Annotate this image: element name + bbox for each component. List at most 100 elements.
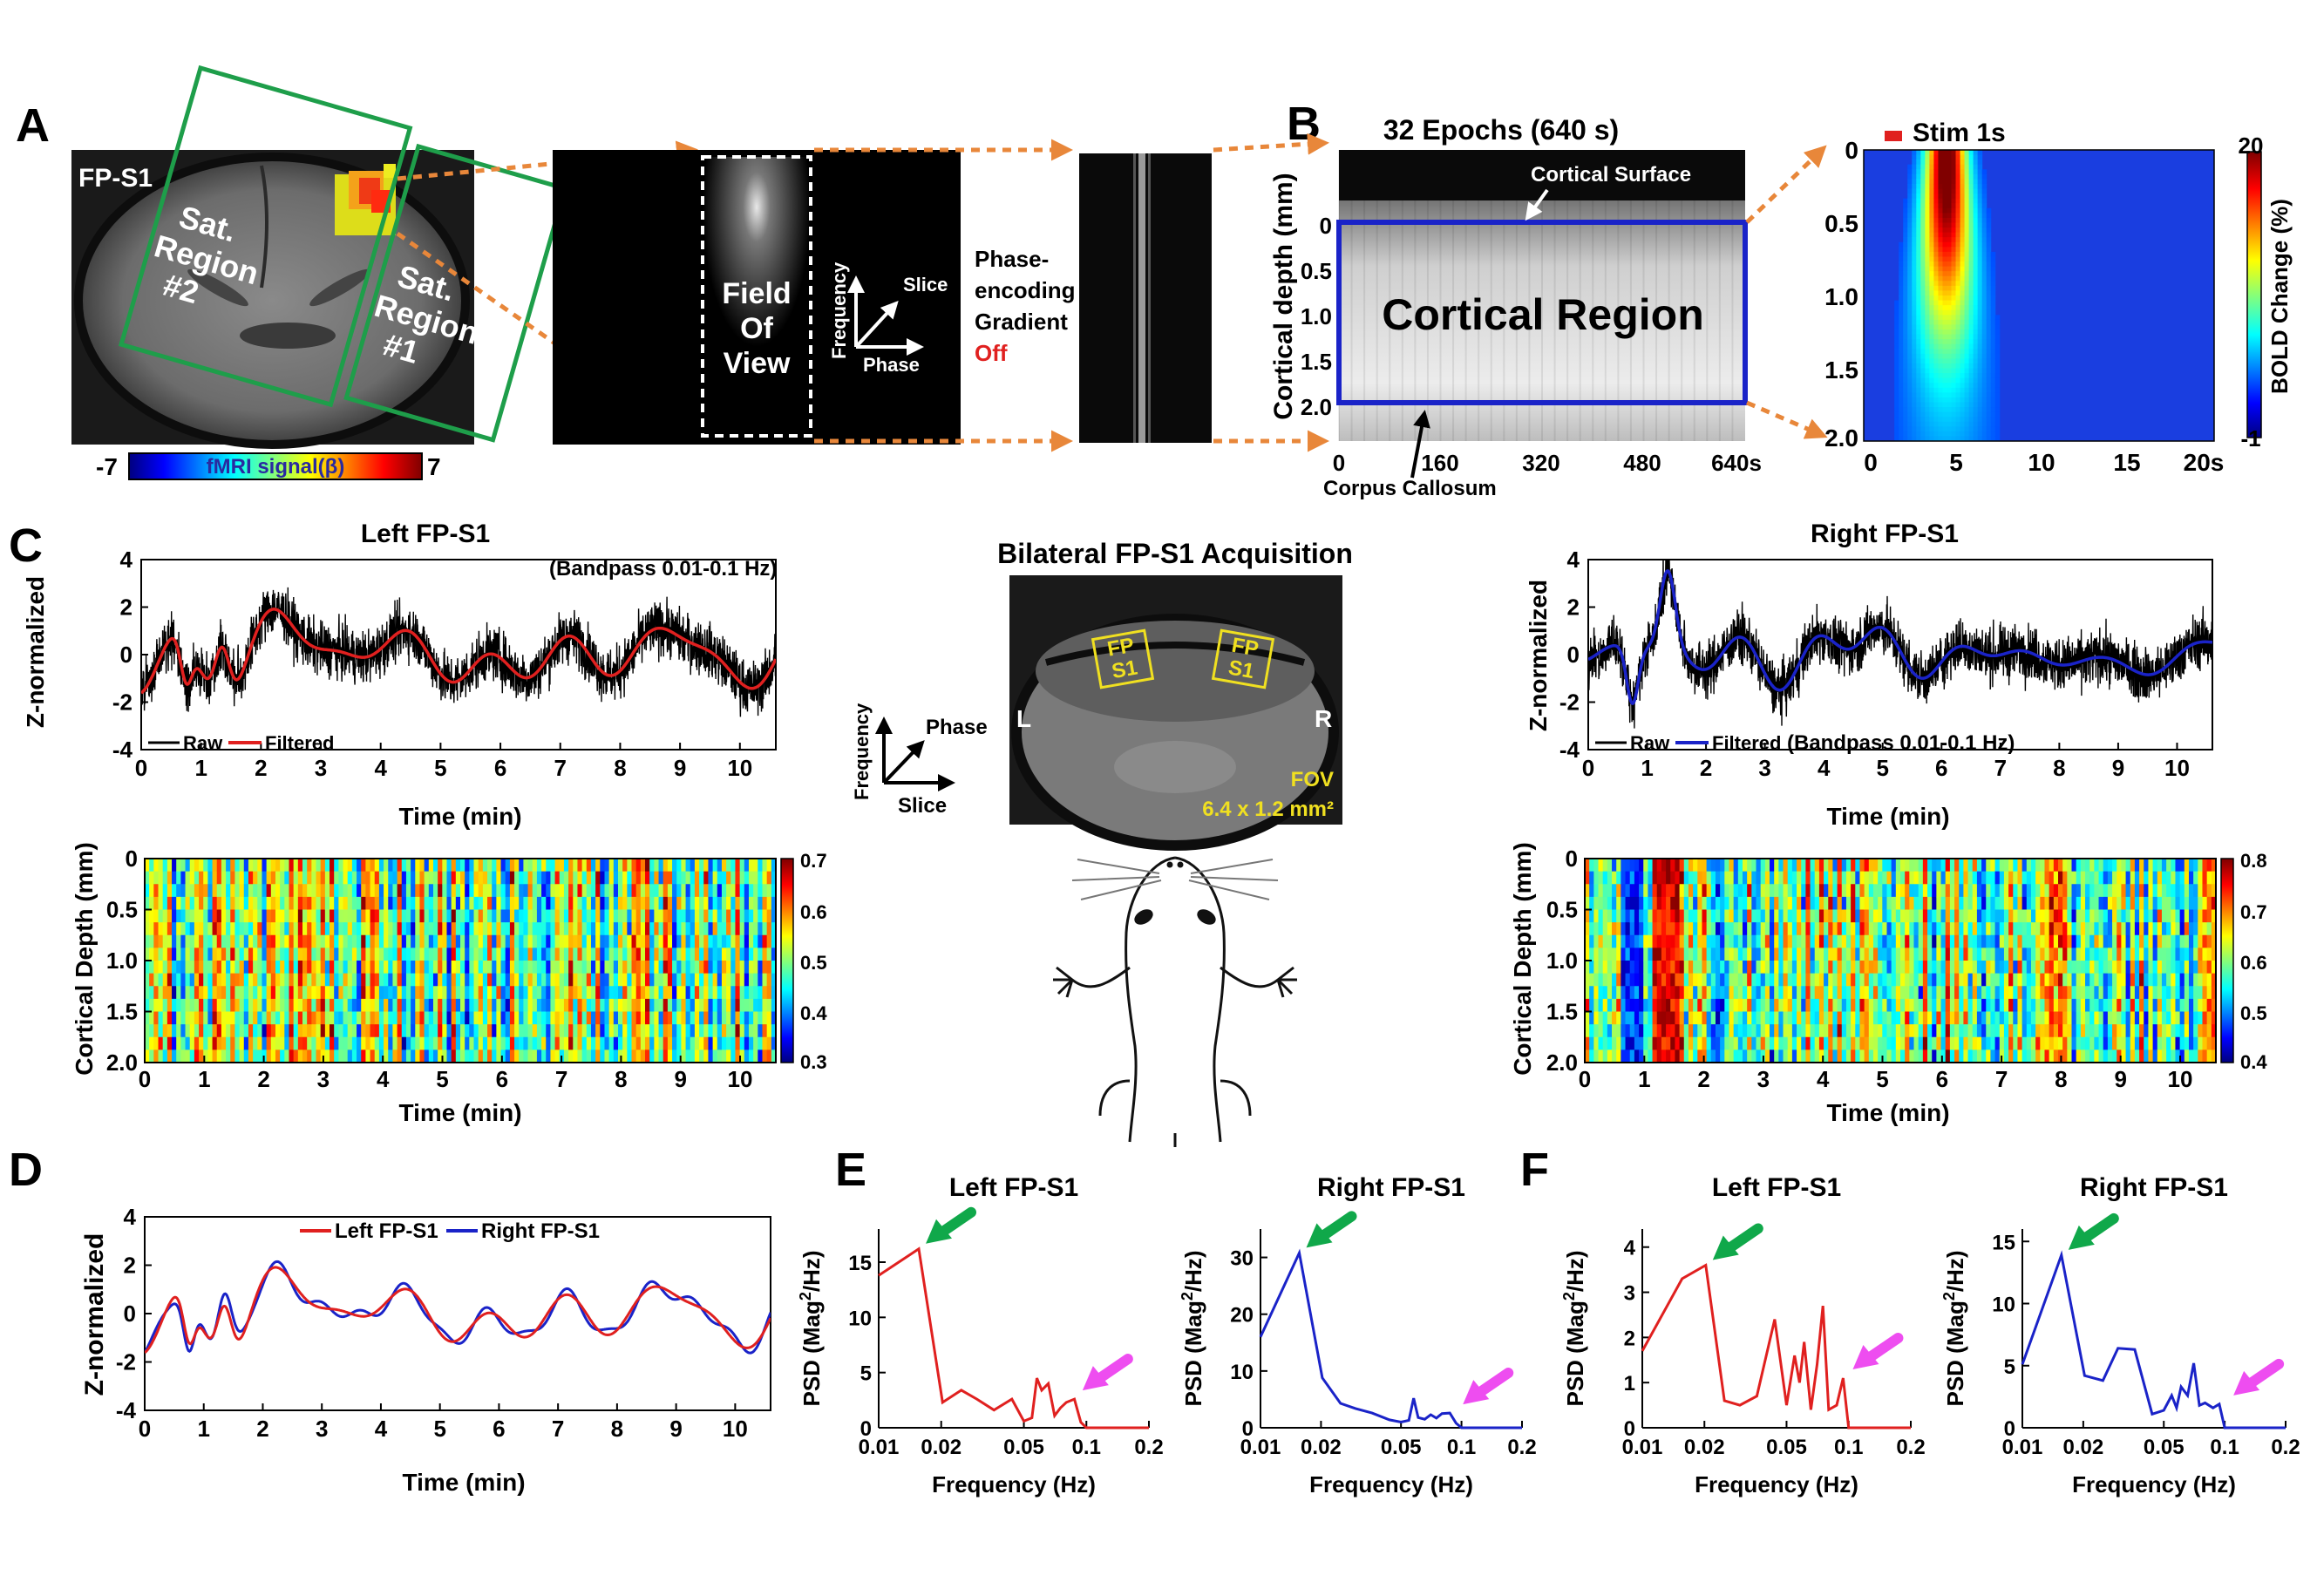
fmri-colorbar-label: fMRI signal(β) — [207, 455, 345, 479]
c-right-filtered-line — [1588, 569, 2212, 706]
fp-s1-box-left — [1091, 628, 1155, 689]
xtick-label: 0 — [139, 1416, 151, 1442]
c-right-xlabel: Time (min) — [1826, 803, 1949, 830]
xtick-label: 3 — [315, 755, 327, 781]
b-ytick-2: 1.0 — [1301, 303, 1332, 329]
psd-xtick-label: 0.05 — [1766, 1436, 1807, 1459]
heat-xtick-label: 9 — [674, 1066, 686, 1092]
psd-ytick-label: 10 — [848, 1307, 872, 1330]
xtick-label: 3 — [316, 1416, 328, 1442]
psd-ytick-label: 0 — [2004, 1417, 2015, 1441]
xtick-label: 9 — [2112, 755, 2124, 781]
fmri-colorbar — [128, 452, 423, 480]
psd-ytick-label: 10 — [1992, 1294, 2015, 1317]
corpus-callosum-label: Corpus Callosum — [1323, 477, 1497, 500]
xtick-label: 9 — [674, 755, 686, 781]
stim-label: Stim 1s — [1913, 119, 2006, 147]
c-left-heatmap-axes: 0 1 2 3 4 5 6 7 8 9 10 0 0.5 1.0 1.5 2.0 — [106, 846, 753, 1092]
psd-xtick-label: 0.1 — [2210, 1436, 2239, 1459]
ytick-label: 0 — [1567, 642, 1580, 668]
c-right-cbar-3: 0.5 — [2240, 1002, 2267, 1024]
heat-xtick-label: 2 — [1697, 1066, 1709, 1092]
magenta-arrow-icon — [2233, 1358, 2285, 1396]
xtick-label: 1 — [1641, 755, 1653, 781]
xtick-label: 1 — [198, 1416, 210, 1442]
heat-xtick-label: 7 — [555, 1066, 567, 1092]
c-left-ylabel: Z-normalized — [22, 576, 49, 728]
psd-xtick-label: 0.05 — [1381, 1436, 1422, 1459]
ytick-label: -2 — [112, 689, 132, 716]
ytick-label: -2 — [116, 1349, 136, 1375]
psd-title: Left FP-S1 — [1712, 1173, 1841, 1202]
psd-xtick-label: 0.02 — [921, 1436, 961, 1459]
c-axis-slice: Slice — [898, 794, 947, 818]
psd-ytick-label: 0 — [1624, 1417, 1635, 1441]
bold-heatmap-response — [1894, 150, 2001, 442]
d-ylabel: Z-normalized — [80, 1233, 109, 1396]
bold-colorbar — [2246, 151, 2262, 438]
psd-xtick-label: 0.01 — [1240, 1436, 1281, 1459]
c-right-legend-filtered: Filtered — [1712, 732, 1781, 754]
fp-s1-label: FP-S1 — [78, 164, 153, 193]
heat-xtick-label: 1 — [1638, 1066, 1650, 1092]
pe-state: Off — [975, 340, 1008, 366]
c-right-heat-xlabel: Time (min) — [1826, 1099, 1949, 1126]
psd-xlabel: Frequency (Hz) — [1309, 1471, 1473, 1498]
psd-xtick-label: 0.2 — [1507, 1436, 1536, 1459]
saturation-region-2 — [118, 65, 413, 408]
heat-ytick-label: 0 — [126, 846, 138, 872]
psd-xtick-label: 0.02 — [2063, 1436, 2104, 1459]
c-right-cbar-2: 0.6 — [2240, 952, 2267, 974]
psd-line — [878, 1246, 1149, 1430]
heat-xtick-label: 10 — [728, 1066, 753, 1092]
psd-xtick-label: 0.2 — [1896, 1436, 1925, 1459]
fp-box-right-line2: S1 — [1226, 655, 1256, 683]
psd-xtick-label: 0.01 — [1622, 1436, 1663, 1459]
bilateral-title: Bilateral FP-S1 Acquisition — [997, 538, 1353, 569]
xtick-label: 7 — [552, 1416, 564, 1442]
c-right-cbar-4: 0.4 — [2240, 1051, 2267, 1073]
psd-f-right: Right FP-S1 0.01 0.02 0.05 0.1 0.2 0 5 10 15 Frequ… — [1940, 1173, 2300, 1498]
ytick-label: -4 — [1559, 737, 1580, 763]
d-left-line — [145, 1266, 771, 1355]
c-left-depth-ylabel: Cortical Depth (mm) — [71, 842, 98, 1076]
c-left-heatmap — [145, 859, 777, 1063]
heat-xtick-label: 8 — [2055, 1066, 2067, 1092]
ytick-label: -4 — [116, 1397, 137, 1423]
c-left-filtered-line — [141, 608, 776, 695]
psd-xlabel: Frequency (Hz) — [1695, 1471, 1858, 1498]
heat-xtick-label: 0 — [1579, 1066, 1591, 1092]
epochs-title: 32 Epochs (640 s) — [1383, 114, 1619, 146]
xtick-label: 2 — [1700, 755, 1712, 781]
xtick-label: 8 — [2053, 755, 2065, 781]
heat-xtick-label: 2 — [257, 1066, 269, 1092]
c-right-heatmap-axes: 0 1 2 3 4 5 6 7 8 9 10 0 0.5 1.0 1.5 2.0 — [1546, 846, 2193, 1092]
psd-ytick-label: 4 — [1624, 1237, 1636, 1260]
heat-xtick-0: 0 — [1864, 449, 1878, 476]
psd-xtick-label: 0.02 — [1684, 1436, 1725, 1459]
heat-xtick-label: 1 — [198, 1066, 210, 1092]
axis-frequency-label: Frequency — [828, 261, 850, 359]
xtick-label: 8 — [614, 755, 626, 781]
xtick-label: 5 — [1877, 755, 1889, 781]
mri-right-marker: R — [1315, 705, 1332, 732]
b-xtick-0: 0 — [1333, 450, 1345, 476]
heat-ytick-label: 1.5 — [1546, 999, 1578, 1025]
b-ytick-4: 2.0 — [1301, 394, 1332, 420]
d-legend-left: Left FP-S1 — [335, 1219, 438, 1243]
heat-xtick-label: 10 — [2168, 1066, 2193, 1092]
b-xtick-2: 320 — [1522, 450, 1559, 476]
ytick-label: -4 — [112, 737, 133, 763]
psd-ylabel: PSD (Mag2/Hz) — [1560, 1250, 1588, 1406]
xtick-label: 6 — [494, 755, 506, 781]
heat-ytick-4: 2.0 — [1824, 424, 1858, 452]
xtick-label: 10 — [727, 755, 752, 781]
axis-phase-label: Phase — [863, 354, 920, 376]
magenta-arrow-icon — [1082, 1354, 1133, 1391]
heat-xtick-label: 4 — [1817, 1066, 1830, 1092]
psd-line — [1641, 1263, 1911, 1430]
heat-xtick-label: 9 — [2114, 1066, 2126, 1092]
psd-title: Right FP-S1 — [2080, 1173, 2228, 1202]
ytick-label: 4 — [1567, 547, 1580, 573]
